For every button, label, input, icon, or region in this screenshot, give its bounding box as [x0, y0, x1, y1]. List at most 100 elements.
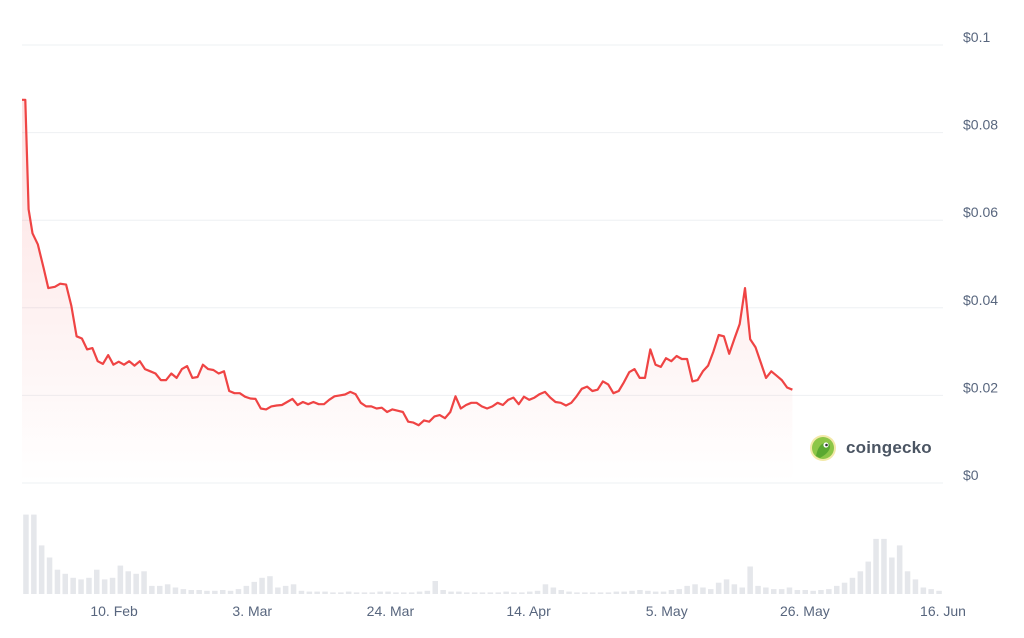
volume-bar	[133, 573, 139, 595]
volume-bar	[322, 591, 328, 594]
volume-bar	[432, 581, 439, 594]
volume-bar	[865, 561, 872, 594]
x-tick-label: 24. Mar	[367, 603, 415, 619]
volume-bar	[338, 592, 344, 594]
volume-bar	[440, 590, 446, 594]
volume-bar	[353, 592, 360, 594]
gecko-logo-icon	[810, 435, 836, 461]
volume-bar	[708, 589, 714, 594]
volume-bar	[889, 557, 895, 594]
volume-bar	[511, 592, 517, 594]
volume-bar	[408, 592, 415, 594]
volume-bar	[479, 592, 486, 594]
volume-bar	[196, 590, 202, 594]
volume-bar	[157, 585, 163, 594]
volume-bar	[31, 514, 37, 594]
volume-bar	[778, 589, 785, 594]
volume-bar	[637, 590, 643, 594]
volume-bar	[424, 590, 431, 594]
price-line-group	[22, 98, 793, 427]
volume-bar	[896, 545, 903, 594]
volume-bar	[267, 576, 273, 594]
volume-bar	[841, 582, 848, 594]
volume-bar	[495, 592, 502, 594]
volume-bar	[94, 569, 100, 594]
volume-bar	[597, 592, 604, 594]
volume-bar	[582, 592, 588, 594]
volume-bar	[605, 592, 612, 594]
volume-bar	[464, 592, 470, 594]
volume-bar	[86, 577, 92, 594]
volume-bar	[369, 592, 376, 594]
volume-bar	[282, 585, 289, 594]
volume-bar	[125, 571, 132, 594]
volume-bar	[912, 579, 919, 594]
y-tick-label: $0.1	[963, 29, 990, 45]
volume-bar	[23, 514, 29, 594]
y-tick-label: $0.08	[963, 117, 998, 133]
volume-bar	[818, 590, 824, 594]
volume-bar	[78, 579, 84, 594]
volume-bar	[755, 585, 761, 594]
volume-bar	[227, 590, 234, 594]
y-tick-label: $0.04	[963, 292, 998, 308]
volume-bar	[243, 585, 250, 594]
volume-bar	[715, 582, 722, 594]
volume-bar	[204, 590, 210, 594]
x-tick-label: 26. May	[780, 603, 830, 619]
volume-bar	[330, 592, 336, 594]
volume-bar	[46, 557, 53, 594]
volume-bar	[62, 573, 69, 595]
volume-bar	[101, 579, 108, 594]
volume-bar	[117, 565, 124, 594]
volume-bar	[164, 584, 171, 594]
volume-bar	[38, 545, 45, 594]
volume-bar	[259, 577, 265, 594]
volume-bar	[141, 571, 147, 594]
volume-bar	[629, 590, 635, 594]
volume-bar	[401, 592, 407, 594]
volume-bar	[802, 590, 809, 594]
volume-bar	[771, 589, 777, 594]
x-tick-label: 16. Jun	[920, 603, 966, 619]
volume-bar	[70, 577, 76, 594]
volume-bars	[23, 514, 942, 595]
volume-bar	[613, 591, 620, 594]
volume-bar	[550, 587, 557, 594]
volume-bar	[385, 591, 391, 594]
volume-bar	[834, 585, 840, 594]
volume-bar	[786, 587, 793, 594]
volume-bar	[212, 590, 218, 594]
volume-bar	[723, 579, 730, 594]
volume-bar	[660, 591, 667, 594]
x-tick-label: 10. Feb	[90, 603, 138, 619]
x-tick-label: 14. Apr	[506, 603, 551, 619]
volume-bar	[684, 585, 690, 594]
volume-bar	[503, 591, 509, 594]
volume-bar	[251, 581, 258, 595]
volume-bar	[668, 590, 675, 594]
volume-bar	[692, 584, 698, 594]
volume-bar	[416, 591, 423, 594]
volume-bar	[810, 590, 816, 594]
volume-bar	[542, 584, 549, 594]
volume-bar	[849, 577, 856, 594]
volume-bar	[881, 538, 887, 594]
volume-bar	[456, 591, 462, 594]
volume-bar	[920, 587, 927, 594]
volume-bar	[794, 590, 801, 594]
coingecko-watermark: coingecko	[810, 435, 932, 461]
volume-bar	[235, 589, 242, 594]
volume-bar	[393, 592, 399, 594]
volume-bar	[645, 590, 651, 594]
volume-bar	[361, 592, 368, 594]
volume-bar	[873, 538, 879, 594]
volume-bar	[471, 592, 478, 594]
volume-bar	[275, 587, 281, 594]
volume-bar	[345, 591, 352, 594]
volume-bar	[448, 591, 454, 594]
volume-bar	[574, 592, 580, 594]
price-series-line	[22, 98, 793, 427]
volume-bar	[290, 584, 297, 594]
volume-bar	[180, 589, 187, 594]
